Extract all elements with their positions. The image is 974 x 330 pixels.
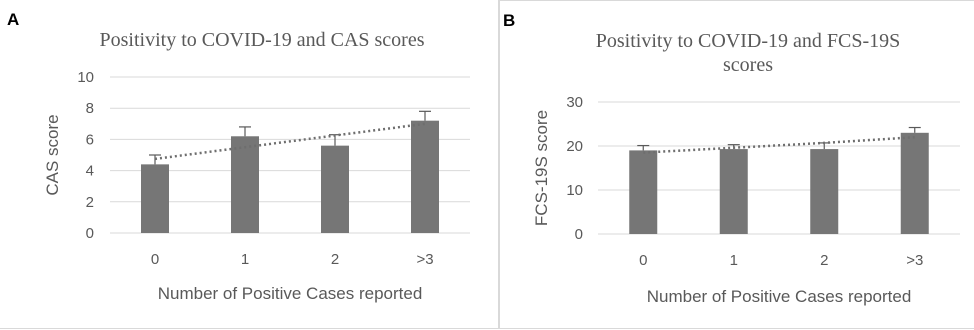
x-tick-label: >3 (416, 251, 433, 268)
chart-b-svg: Positivity to COVID-19 and FCS-19Sscores… (532, 30, 960, 306)
bar (810, 149, 839, 234)
x-axis-title: Number of Positive Cases reported (158, 284, 423, 303)
y-tick-label: 10 (77, 69, 94, 86)
chart-title: Positivity to COVID-19 and CAS scores (100, 29, 425, 51)
x-tick-label: 0 (151, 251, 159, 268)
chart-panel-a: A Positivity to COVID-19 and CAS scores 0… (0, 0, 499, 329)
y-tick-label: 30 (566, 94, 583, 111)
bar (900, 132, 929, 234)
y-tick-label: 4 (86, 163, 94, 180)
x-tick-label: >3 (906, 252, 923, 269)
x-tick-label: 1 (730, 252, 738, 269)
x-tick-label: 2 (820, 252, 828, 269)
y-axis-title: FCS-19S score (532, 110, 551, 226)
bar (411, 120, 439, 233)
x-tick-label: 0 (639, 252, 647, 269)
x-axis-title: Number of Positive Cases reported (647, 287, 912, 306)
chart-title-line: Positivity to COVID-19 and FCS-19S (596, 30, 900, 52)
x-tick-label: 2 (331, 251, 339, 268)
y-tick-label: 6 (86, 131, 94, 148)
trendline (643, 135, 915, 154)
y-axis-title: CAS score (43, 114, 62, 195)
panel-label-a: A (7, 10, 20, 29)
y-tick-label: 8 (86, 100, 94, 117)
chart-a-svg: Positivity to COVID-19 and CAS scores 0 2 4… (43, 29, 470, 303)
y-tick-label: 20 (566, 138, 583, 155)
bar (141, 164, 169, 233)
chart-title-line: scores (723, 54, 773, 76)
y-tick-label: 2 (86, 194, 94, 211)
x-tick-label: 1 (241, 251, 249, 268)
bar (719, 149, 748, 234)
bar (629, 150, 658, 234)
y-tick-label: 0 (86, 225, 94, 242)
chart-panel-b: B Positivity to COVID-19 and FCS-19S scor… (499, 0, 974, 329)
bar (231, 136, 259, 233)
panel-label-b: B (503, 11, 516, 30)
y-tick-label: 10 (566, 182, 583, 199)
trendline (154, 122, 426, 161)
y-tick-label: 0 (575, 226, 583, 243)
bar (321, 145, 349, 233)
